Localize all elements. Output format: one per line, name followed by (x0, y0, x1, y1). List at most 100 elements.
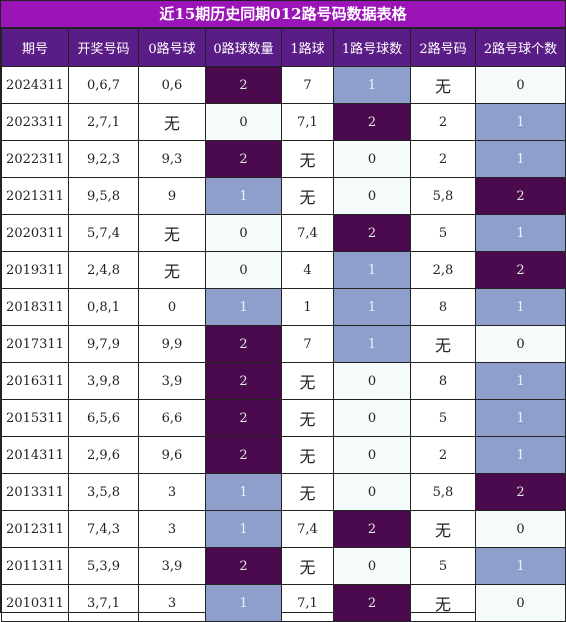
cell-route2-count: 1 (475, 399, 566, 437)
cell-draw: 3,9,8 (68, 362, 139, 400)
table-row: 2017311 9,7,9 9,9 2 7 1 无 0 (1, 325, 566, 363)
cell-issue: 2015311 (1, 399, 69, 437)
cell-issue: 2012311 (1, 510, 69, 548)
cell-route0-count: 2 (205, 399, 282, 437)
table-row: 2024311 0,6,7 0,6 2 7 1 无 0 (1, 66, 566, 104)
cell-issue: 2011311 (1, 547, 69, 585)
cell-route0-count: 0 (205, 214, 282, 252)
cell-route0: 6,6 (138, 399, 206, 437)
cell-route0: 9,6 (138, 436, 206, 474)
cell-route0: 9,9 (138, 325, 206, 363)
cell-route2: 2,8 (410, 251, 476, 289)
cell-route2: 无 (410, 510, 476, 548)
cell-route1-count: 2 (333, 214, 411, 252)
header-route1-count: 1路号球数 (333, 28, 411, 67)
table-row: 2012311 7,4,3 3 1 7,4 2 无 0 (1, 510, 566, 548)
cell-issue: 2016311 (1, 362, 69, 400)
header-route0: 0路号球 (138, 28, 206, 67)
cell-route1: 7,4 (281, 214, 334, 252)
cell-route2-count: 0 (475, 66, 566, 104)
cell-draw: 7,4,3 (68, 510, 139, 548)
cell-route2: 无 (410, 66, 476, 104)
cell-route0: 3 (138, 584, 206, 622)
cell-issue: 2013311 (1, 473, 69, 511)
cell-draw: 3,7,1 (68, 584, 139, 622)
cell-route1: 无 (281, 473, 334, 511)
cell-route1: 1 (281, 288, 334, 326)
cell-route2: 5 (410, 214, 476, 252)
cell-draw: 6,5,6 (68, 399, 139, 437)
cell-route2-count: 0 (475, 325, 566, 363)
table-row: 2021311 9,5,8 9 1 无 0 5,8 2 (1, 177, 566, 215)
cell-route0-count: 0 (205, 251, 282, 289)
table-row: 2016311 3,9,8 3,9 2 无 0 8 1 (1, 362, 566, 400)
cell-draw: 2,9,6 (68, 436, 139, 474)
cell-draw: 9,2,3 (68, 140, 139, 178)
cell-route1: 无 (281, 140, 334, 178)
cell-route0: 3 (138, 473, 206, 511)
cell-route0-count: 0 (205, 103, 282, 141)
cell-issue: 2020311 (1, 214, 69, 252)
cell-route2-count: 1 (475, 103, 566, 141)
cell-route1-count: 0 (333, 473, 411, 511)
cell-route1-count: 0 (333, 547, 411, 585)
cell-route1: 无 (281, 362, 334, 400)
table-row: 2022311 9,2,3 9,3 2 无 0 2 1 (1, 140, 566, 178)
table-row: 2015311 6,5,6 6,6 2 无 0 5 1 (1, 399, 566, 437)
table-row: 2019311 2,4,8 无 0 4 1 2,8 2 (1, 251, 566, 289)
cell-route2: 5,8 (410, 473, 476, 511)
cell-route0: 3,9 (138, 547, 206, 585)
cell-route2-count: 0 (475, 584, 566, 622)
cell-route0: 9,3 (138, 140, 206, 178)
cell-route0: 3,9 (138, 362, 206, 400)
cell-route1-count: 1 (333, 251, 411, 289)
table-row: 2014311 2,9,6 9,6 2 无 0 2 1 (1, 436, 566, 474)
table-body: 2024311 0,6,7 0,6 2 7 1 无 0 2023311 2,7,1 无 0 7,1 2 2 1… (1, 66, 566, 622)
cell-route0-count: 1 (205, 288, 282, 326)
cell-draw: 0,6,7 (68, 66, 139, 104)
cell-route0-count: 1 (205, 510, 282, 548)
cell-route0-count: 1 (205, 177, 282, 215)
cell-route2: 8 (410, 362, 476, 400)
cell-issue: 2010311 (1, 584, 69, 622)
cell-route2: 无 (410, 325, 476, 363)
cell-issue: 2024311 (1, 66, 69, 104)
cell-route2-count: 0 (475, 510, 566, 548)
cell-route1-count: 1 (333, 66, 411, 104)
cell-route1: 4 (281, 251, 334, 289)
cell-route0: 9 (138, 177, 206, 215)
cell-route1: 7 (281, 325, 334, 363)
history-table: 期号 开奖号码 0路号球 0路球数量 1路球 1路号球数 2路号码 2路号球个数… (1, 28, 566, 622)
cell-route1: 7,1 (281, 103, 334, 141)
header-route0-count: 0路球数量 (205, 28, 282, 67)
cell-route1: 无 (281, 399, 334, 437)
cell-route1-count: 0 (333, 177, 411, 215)
cell-route0: 无 (138, 251, 206, 289)
cell-route1: 7,4 (281, 510, 334, 548)
header-route2: 2路号码 (410, 28, 476, 67)
header-draw: 开奖号码 (68, 28, 139, 67)
cell-route2-count: 1 (475, 362, 566, 400)
cell-route2: 2 (410, 140, 476, 178)
cell-route2-count: 1 (475, 214, 566, 252)
header-issue: 期号 (1, 28, 69, 67)
cell-route2: 2 (410, 436, 476, 474)
cell-draw: 9,7,9 (68, 325, 139, 363)
cell-route1: 无 (281, 547, 334, 585)
cell-route0: 3 (138, 510, 206, 548)
cell-route2-count: 1 (475, 547, 566, 585)
cell-route2-count: 2 (475, 177, 566, 215)
cell-route1-count: 0 (333, 140, 411, 178)
cell-route0-count: 2 (205, 436, 282, 474)
cell-route0-count: 2 (205, 66, 282, 104)
cell-route2: 5 (410, 399, 476, 437)
cell-route1: 7,1 (281, 584, 334, 622)
header-route1: 1路球 (281, 28, 334, 67)
cell-route1-count: 1 (333, 288, 411, 326)
table-row: 2010311 3,7,1 3 1 7,1 2 无 0 (1, 584, 566, 622)
header-row: 期号 开奖号码 0路号球 0路球数量 1路球 1路号球数 2路号码 2路号球个数 (1, 28, 566, 67)
cell-route0: 无 (138, 103, 206, 141)
cell-route0-count: 2 (205, 547, 282, 585)
cell-route2: 5,8 (410, 177, 476, 215)
